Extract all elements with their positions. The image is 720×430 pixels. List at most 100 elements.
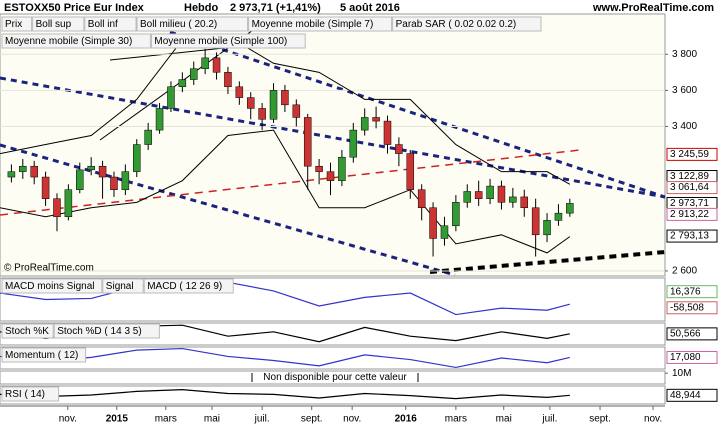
candle-body: [30, 165, 38, 178]
value-marker-label: 3 245,59: [670, 149, 709, 160]
legend-box: [1, 33, 151, 49]
candle-body: [76, 169, 84, 190]
x-tick-label: mai: [204, 414, 220, 425]
value-marker: [666, 285, 718, 299]
value-marker-label: 3 122,89: [670, 171, 709, 182]
candle-body: [315, 165, 323, 172]
quote: 2 973,71 (+1,41%): [230, 2, 321, 14]
bollinger-line: [0, 129, 571, 254]
x-tick-label: juil.: [541, 414, 557, 425]
value-marker-label: -58,508: [670, 302, 704, 313]
candle-body: [19, 165, 27, 172]
x-tick-label: sept.: [589, 414, 611, 425]
candle-body: [224, 72, 232, 88]
x-tick-label: 2016: [395, 414, 418, 425]
y-tick-label: 3 400: [672, 121, 697, 132]
watermark: © ProRealTime.com: [4, 263, 94, 274]
value-marker: [666, 147, 718, 161]
trend-line: [169, 30, 666, 199]
candle-body: [98, 165, 107, 178]
candle-body: [246, 97, 255, 109]
x-tick-label: mars: [445, 414, 467, 425]
candle-body: [121, 171, 130, 190]
value-marker: [666, 301, 718, 315]
legend-box: [102, 278, 144, 294]
panel: [0, 370, 666, 385]
candle-body: [110, 176, 118, 190]
legend-box: [392, 16, 542, 32]
candle-body: [133, 144, 141, 172]
candle-body: [395, 144, 403, 154]
candle-body: [543, 220, 551, 236]
candle-body: [64, 189, 73, 218]
x-tick-label: nov.: [644, 414, 662, 425]
legend-label: Momentum ( 12): [5, 350, 78, 361]
instrument: ESTOXX50 Price Eur Index: [4, 2, 145, 14]
value-marker-label: 2 973,71: [670, 198, 709, 209]
y-tick-label: 3 800: [672, 49, 697, 60]
candle-body: [258, 108, 266, 120]
legend-box: [1, 386, 60, 402]
x-tick-label: mars: [155, 414, 177, 425]
legend-box: [136, 16, 249, 32]
indicator-line: [0, 347, 570, 369]
main-panel: [0, 13, 666, 277]
legend-box: [84, 16, 137, 32]
legend-box: [143, 278, 234, 294]
panel: [0, 385, 666, 405]
candle-body: [303, 117, 312, 167]
trend-line: [0, 76, 666, 199]
candle-body: [269, 90, 278, 120]
value-marker-label: 2 913,22: [670, 209, 709, 220]
candle-body: [155, 108, 164, 131]
candle-body: [338, 156, 346, 181]
x-tick-label: mai: [496, 414, 512, 425]
candle-body: [326, 171, 335, 181]
legend-box: [1, 278, 103, 294]
legend-label: Parab SAR ( 0.02 0.02 0.2): [396, 19, 517, 30]
trend-line: [429, 250, 666, 274]
legend-label: MACD ( 12 26 9): [147, 281, 222, 292]
legend-label: Signal: [106, 281, 134, 292]
legend-label: Prix: [5, 19, 22, 30]
panel: [0, 322, 666, 346]
legend-box: [248, 16, 393, 32]
candle-body: [429, 207, 437, 239]
candle-body: [474, 191, 483, 199]
candle-body: [520, 196, 529, 208]
x-tick-label: juil.: [254, 414, 270, 425]
value-marker-label: 2 793,13: [670, 231, 709, 242]
x-tick-label: 2015: [106, 414, 129, 425]
candle-body: [531, 207, 540, 236]
candle-body: [167, 86, 175, 109]
value-marker-label: 16,376: [670, 286, 701, 297]
candle-body: [53, 198, 61, 218]
candle-body: [509, 196, 517, 203]
legend-label: Stoch %D ( 14 3 5): [57, 326, 141, 337]
legend-box: [1, 16, 33, 32]
legend-box: [1, 347, 87, 363]
legend-label: Boll milieu ( 20.2): [140, 19, 217, 30]
candle-body: [554, 212, 563, 221]
trend-line: [0, 143, 456, 277]
note: Non disponible pour cette valeur: [263, 372, 407, 383]
y-tick-label: 3 600: [672, 85, 697, 96]
indicator-line: [0, 279, 570, 316]
candle-body: [212, 57, 221, 73]
date: 5 août 2016: [340, 2, 400, 14]
legend-label: Boll inf: [88, 19, 118, 30]
candle-body: [178, 79, 187, 88]
legend-box: [150, 33, 306, 49]
candle-body: [383, 120, 392, 145]
value-marker: [666, 350, 718, 364]
bollinger-line: [0, 35, 571, 185]
panel: [0, 346, 666, 370]
value-marker: [666, 207, 718, 221]
legend-label: Moyenne mobile (Simple 30): [5, 36, 132, 47]
candle-body: [281, 90, 289, 106]
candle-body: [497, 185, 506, 203]
value-marker-label: 3 061,64: [670, 182, 709, 193]
legend-label: MACD moins Signal: [5, 281, 94, 292]
